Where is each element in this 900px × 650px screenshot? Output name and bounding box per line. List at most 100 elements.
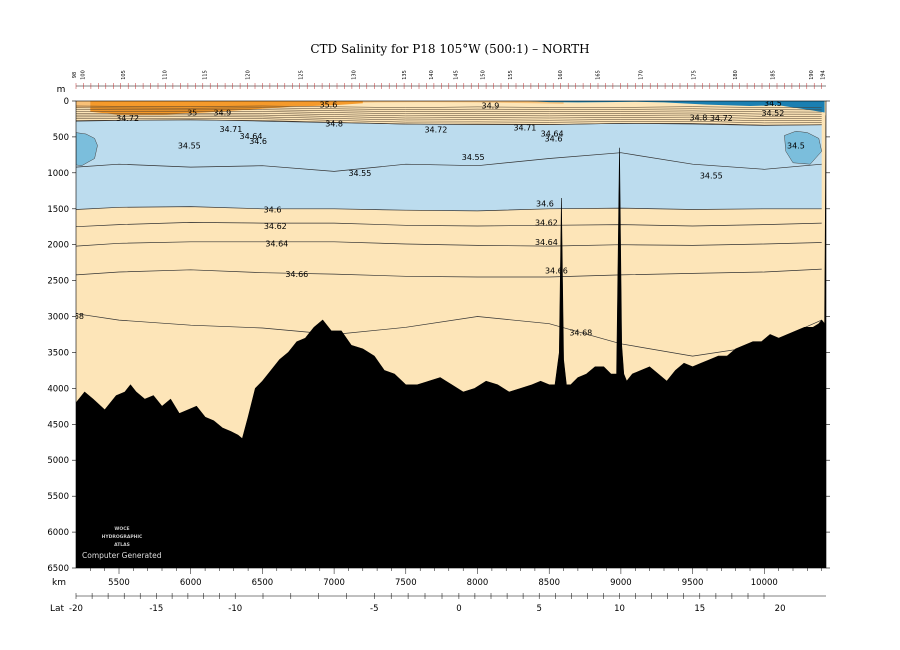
contour-label: 34.64 bbox=[541, 129, 564, 138]
station-label: 194 bbox=[821, 70, 827, 80]
contour-label: 34.55 bbox=[178, 142, 201, 151]
depth-tick-label: 500 bbox=[53, 133, 69, 143]
chart-title: CTD Salinity for P18 105°W (500:1) – NOR… bbox=[310, 42, 589, 56]
woce-atlas-logo: WOCE HYDROGRAPHIC ATLAS bbox=[102, 526, 143, 548]
contour-label: 34.72 bbox=[424, 126, 447, 135]
contour-label: 34.6 bbox=[545, 134, 563, 143]
thermocline-contour-6 bbox=[76, 114, 822, 119]
low-salinity-core-1 bbox=[76, 132, 98, 166]
watermark-line-2: HYDROGRAPHIC bbox=[102, 534, 143, 540]
contour-label: 34.66 bbox=[545, 267, 568, 276]
km-tick-label: 7500 bbox=[395, 578, 417, 588]
km-axis: 5500 6000 6500 7000 7500 8000 8500 9000 9500 1000… bbox=[90, 568, 822, 588]
contour-label: 34.8 bbox=[325, 119, 343, 128]
station-label: 185 bbox=[770, 70, 776, 80]
station-label: 180 bbox=[733, 70, 739, 80]
contour-label: 34.71 bbox=[219, 125, 242, 134]
contour-label: 35.6 bbox=[319, 101, 337, 110]
station-label: 110 bbox=[162, 70, 168, 80]
contour-34-64 bbox=[76, 241, 822, 247]
contour-label: 35 bbox=[187, 109, 197, 118]
contour-label: 34.72 bbox=[116, 114, 139, 123]
km-tick-label: 8000 bbox=[467, 578, 489, 588]
intermediate-water-band bbox=[76, 152, 822, 211]
thermocline-contour-8 bbox=[76, 118, 822, 124]
km-tick-label: 6500 bbox=[252, 578, 274, 588]
lat-axis: -20 -15 -10 -5 0 5 10 15 20 bbox=[69, 593, 826, 614]
thermocline-contour-5 bbox=[76, 113, 822, 117]
km-tick-label: 5500 bbox=[108, 578, 130, 588]
km-tick-label: 10000 bbox=[751, 578, 778, 588]
watermark-line-1: WOCE bbox=[114, 526, 129, 532]
station-label: 140 bbox=[429, 70, 435, 80]
contour-label: 34.6 bbox=[249, 137, 267, 146]
thermocline-contour-4 bbox=[76, 111, 822, 115]
contour-label: 34.5 bbox=[787, 142, 805, 151]
lat-tick-label: -20 bbox=[69, 604, 83, 614]
km-tick-label: 8500 bbox=[538, 578, 560, 588]
credit-text: Computer Generated bbox=[82, 551, 162, 560]
station-label: 190 bbox=[809, 70, 815, 80]
contour-label: 34.71 bbox=[513, 124, 536, 133]
seafloor-bathymetry bbox=[76, 115, 826, 568]
lat-tick-label: 20 bbox=[775, 604, 786, 614]
contour-label: 34.62 bbox=[535, 218, 558, 227]
km-tick-label: 9500 bbox=[682, 578, 704, 588]
watermark-line-3: ATLAS bbox=[114, 542, 130, 548]
contour-label: 34.9 bbox=[481, 101, 499, 110]
lat-tick-label: 5 bbox=[536, 604, 541, 614]
thermocline-contour-9 bbox=[76, 119, 822, 126]
station-label: 98 bbox=[72, 72, 78, 78]
station-label: 175 bbox=[692, 70, 698, 80]
lat-tick-label: 0 bbox=[456, 604, 461, 614]
station-label: 125 bbox=[299, 70, 305, 80]
station-label: 165 bbox=[595, 70, 601, 80]
lat-tick-label: -10 bbox=[228, 604, 242, 614]
lat-tick-label: 15 bbox=[694, 604, 705, 614]
station-label: 120 bbox=[246, 70, 252, 80]
station-label: 170 bbox=[638, 70, 644, 80]
contour-label: 34.55 bbox=[462, 153, 485, 162]
contour-label: 34.64 bbox=[535, 238, 558, 247]
contour-34-6 bbox=[76, 206, 822, 212]
thermocline-contour-1 bbox=[76, 105, 822, 109]
km-tick-label: 7000 bbox=[323, 578, 345, 588]
depth-tick-label: 1000 bbox=[47, 169, 69, 179]
contour-34-62 bbox=[76, 222, 822, 228]
depth-tick-label: 5500 bbox=[47, 492, 69, 502]
station-label: 100 bbox=[81, 70, 87, 80]
northern-fresh-surface bbox=[527, 101, 825, 113]
contour-label: 34.5 bbox=[764, 99, 782, 108]
station-label: 150 bbox=[481, 70, 487, 80]
station-label: 130 bbox=[352, 70, 358, 80]
upper-low-salinity-band bbox=[76, 119, 822, 172]
thermocline-contour-7 bbox=[76, 116, 822, 121]
low-salinity-core-2 bbox=[784, 130, 822, 165]
contour-label: 34.68 bbox=[569, 328, 592, 337]
bathymetry-layer bbox=[76, 115, 826, 568]
lat-tick-label: -15 bbox=[149, 604, 163, 614]
contour-label: 34.64 bbox=[265, 239, 288, 248]
station-axis: 98 100 105 110 115 120 125 130 135 140 145 150 155 16… bbox=[72, 70, 827, 89]
km-tick-label: 6000 bbox=[180, 578, 202, 588]
depth-tick-label: 5000 bbox=[47, 456, 69, 466]
station-label: 145 bbox=[454, 70, 460, 80]
lat-tick-label: -5 bbox=[370, 604, 378, 614]
plot-frame bbox=[75, 100, 827, 569]
contour-label: 34.66 bbox=[285, 270, 308, 279]
lat-tick-label: 10 bbox=[614, 604, 625, 614]
depth-tick-label: 0 bbox=[64, 97, 69, 107]
station-label: 160 bbox=[558, 70, 564, 80]
contour-label: 34.55 bbox=[700, 172, 723, 181]
contour-label: 34.6 bbox=[264, 206, 282, 215]
contour-label: 34.72 bbox=[710, 114, 733, 123]
contour-34-55 bbox=[76, 152, 822, 172]
contour-line-layer bbox=[76, 105, 822, 357]
depth-tick-label: 3500 bbox=[47, 349, 69, 359]
contour-label: 34.64 bbox=[240, 132, 263, 141]
contour-label: 34.6 bbox=[536, 200, 554, 209]
km-unit-label: km bbox=[52, 578, 66, 588]
lat-unit-label: Lat bbox=[50, 604, 65, 614]
